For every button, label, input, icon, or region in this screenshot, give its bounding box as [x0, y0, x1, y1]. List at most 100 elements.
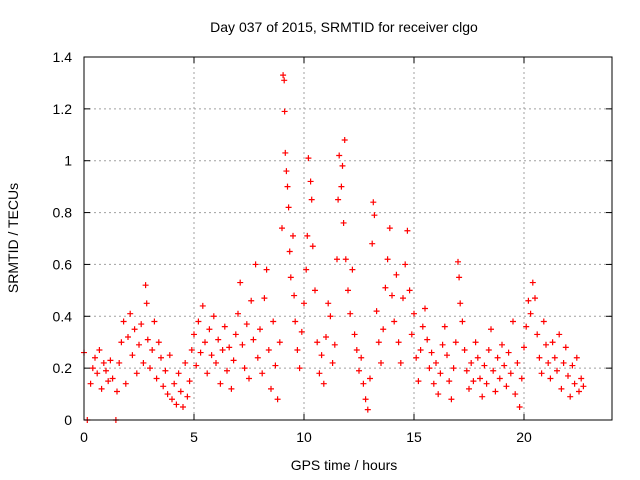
data-point: [219, 346, 226, 353]
data-point: [540, 318, 547, 325]
data-point: [512, 391, 519, 398]
data-point: [501, 362, 508, 369]
data-point: [364, 406, 371, 413]
data-point: [270, 318, 277, 325]
data-point: [397, 359, 404, 366]
data-point: [237, 279, 244, 286]
x-tick-label: 5: [190, 429, 198, 445]
x-axis-label: GPS time / hours: [291, 457, 398, 473]
data-point: [138, 321, 145, 328]
data-point: [202, 339, 208, 346]
data-point: [439, 341, 446, 348]
data-point: [338, 183, 345, 190]
data-point: [411, 310, 417, 317]
data-point: [371, 212, 378, 219]
data-point: [89, 365, 96, 372]
data-point: [323, 334, 329, 341]
data-point: [565, 372, 571, 379]
data-point: [428, 349, 435, 356]
data-point: [226, 344, 233, 351]
y-tick-label: 0.2: [53, 360, 73, 376]
data-point: [281, 77, 288, 84]
data-point: [186, 378, 193, 385]
data-point: [92, 354, 98, 361]
data-point: [415, 378, 422, 385]
data-point: [103, 367, 109, 374]
data-point: [221, 323, 228, 330]
data-point: [276, 339, 283, 346]
data-point: [149, 346, 156, 353]
data-point: [230, 357, 237, 364]
data-point: [107, 357, 114, 364]
data-point: [327, 313, 334, 320]
data-point: [347, 310, 354, 317]
data-point: [391, 318, 398, 325]
data-point: [294, 346, 301, 353]
data-point: [166, 352, 173, 359]
grid-lines: [84, 57, 612, 420]
data-point: [224, 367, 230, 374]
y-tick-label: 1: [64, 153, 72, 169]
data-point: [191, 331, 197, 338]
data-point: [248, 297, 255, 304]
data-point: [136, 341, 142, 348]
data-point: [378, 359, 384, 366]
data-point: [254, 354, 261, 361]
data-point: [131, 326, 138, 333]
data-point: [492, 388, 499, 395]
data-point: [334, 256, 340, 263]
data-point: [125, 334, 131, 341]
data-point: [382, 284, 389, 291]
data-point: [556, 331, 563, 338]
data-point: [274, 396, 281, 403]
data-point: [494, 354, 501, 361]
data-point: [265, 346, 272, 353]
data-point: [320, 380, 327, 387]
data-point: [499, 341, 505, 348]
data-point: [472, 339, 479, 346]
data-point: [336, 152, 343, 159]
data-point: [466, 385, 472, 392]
data-point: [298, 328, 305, 335]
data-point: [558, 385, 565, 392]
data-point: [562, 344, 569, 351]
data-point: [345, 287, 351, 294]
data-point: [523, 323, 530, 330]
data-point: [576, 388, 582, 395]
data-point: [129, 352, 136, 359]
data-point: [282, 149, 289, 156]
data-point: [272, 362, 279, 369]
data-point: [257, 326, 263, 333]
y-tick-label: 0.6: [53, 256, 73, 272]
y-tick-label: 0.8: [53, 205, 73, 221]
data-point: [340, 219, 347, 226]
data-point: [98, 385, 105, 392]
data-point: [459, 318, 466, 325]
data-point: [521, 344, 527, 351]
data-point: [195, 318, 202, 325]
data-point: [268, 385, 274, 392]
data-point: [281, 108, 288, 115]
data-point: [571, 380, 578, 387]
data-point: [94, 370, 101, 377]
y-tick-label: 0.4: [53, 308, 73, 324]
data-point: [510, 318, 516, 325]
data-point: [280, 72, 287, 79]
data-point: [375, 339, 382, 346]
data-point: [252, 261, 259, 268]
data-point: [532, 295, 538, 302]
data-point: [342, 256, 349, 263]
data-point: [290, 232, 296, 239]
data-point: [490, 367, 497, 374]
data-point: [120, 318, 127, 325]
data-point: [463, 367, 470, 374]
data-point: [250, 336, 257, 343]
data-point: [160, 383, 167, 390]
data-point: [143, 300, 150, 307]
data-point: [351, 331, 358, 338]
data-point: [457, 300, 464, 307]
data-point: [206, 326, 213, 333]
data-point: [305, 155, 312, 162]
data-point: [307, 178, 314, 185]
data-point: [243, 321, 250, 328]
